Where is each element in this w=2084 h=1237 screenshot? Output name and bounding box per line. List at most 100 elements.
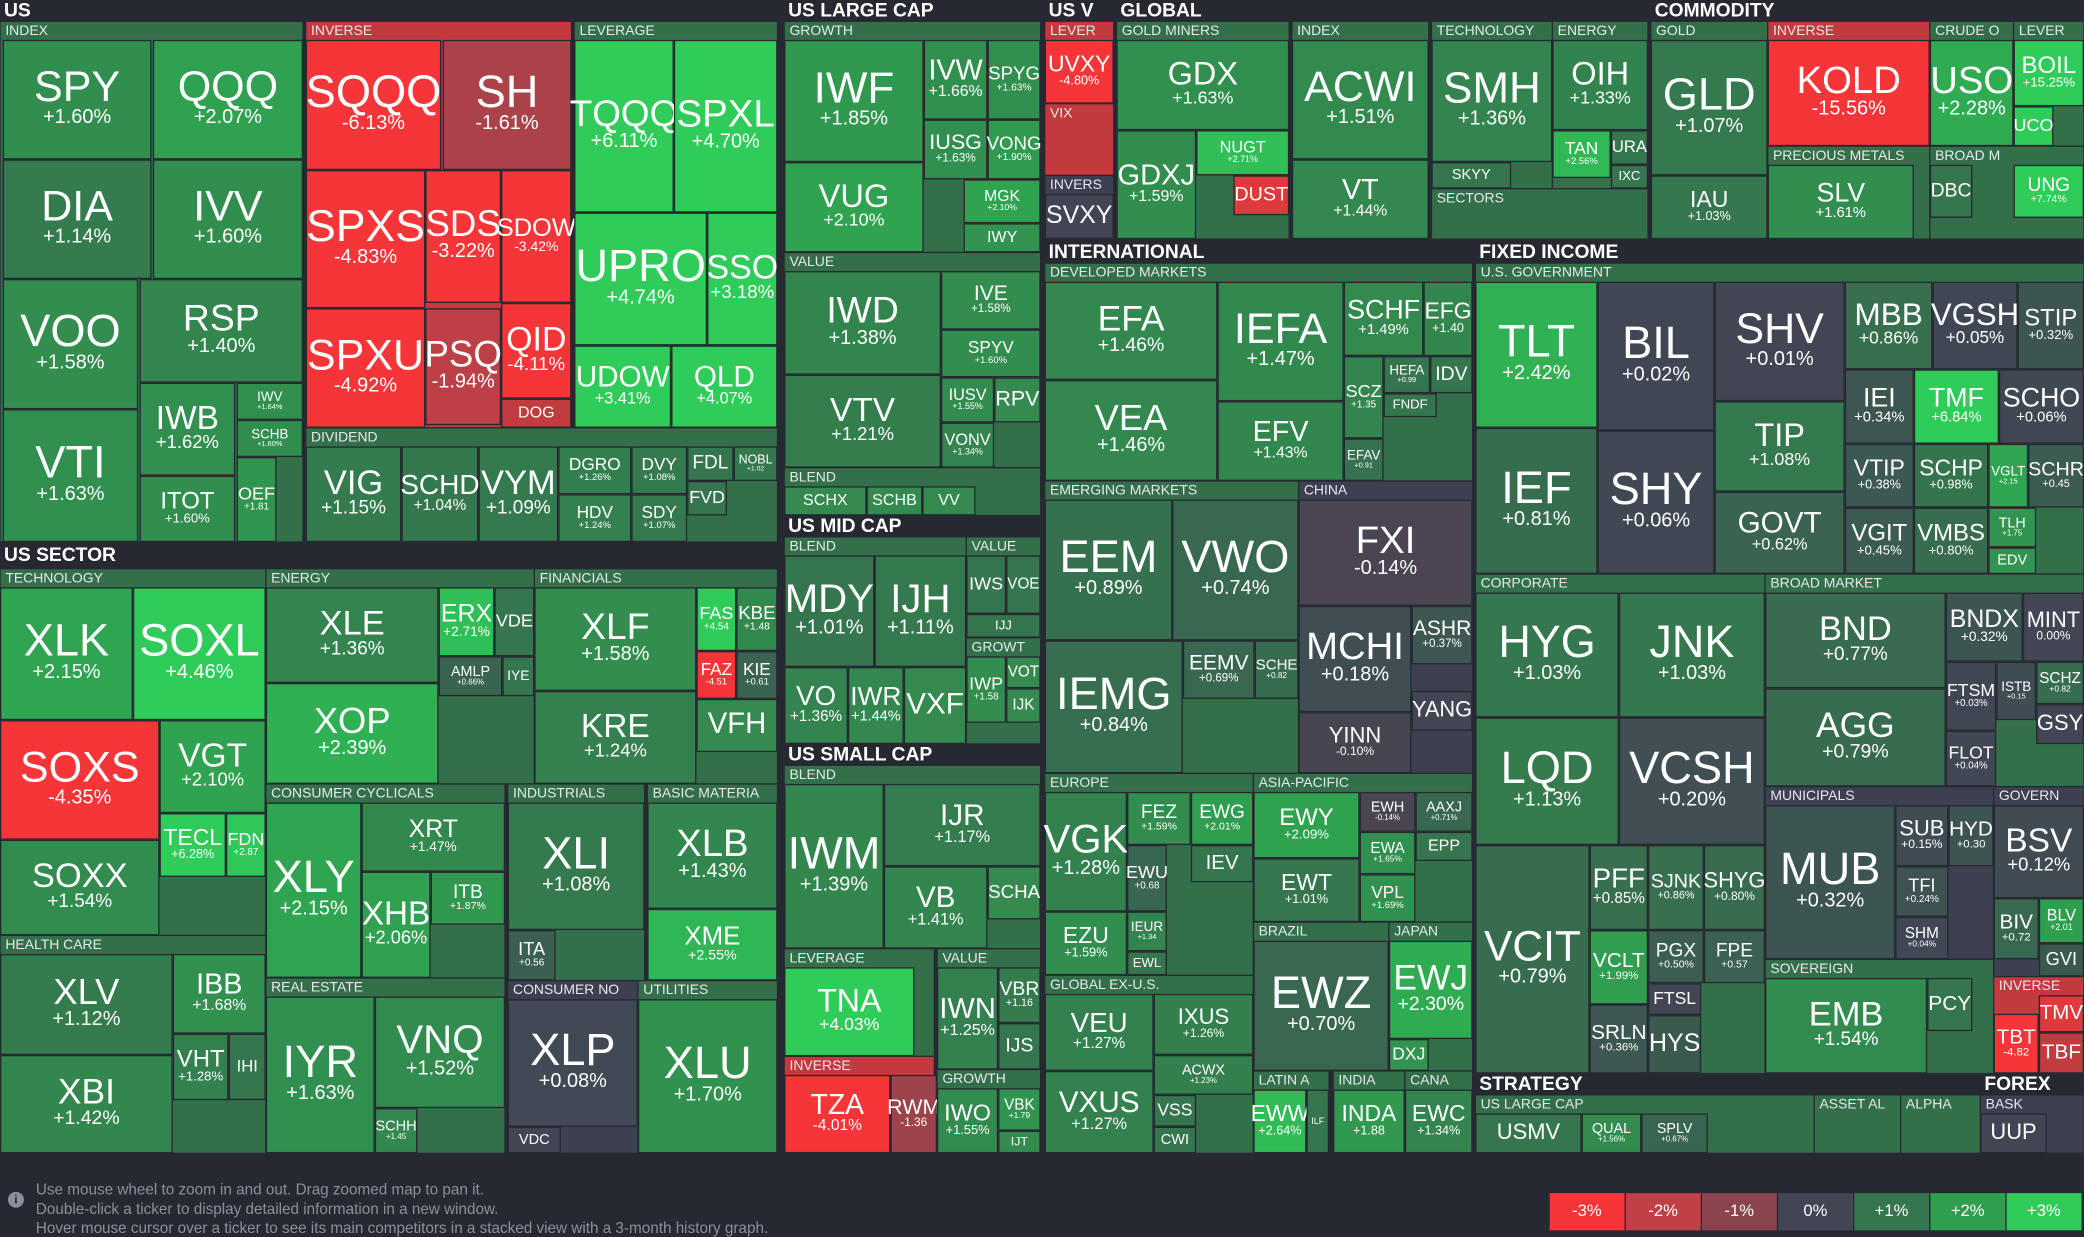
tile[interactable] — [0, 839, 160, 936]
tile[interactable] — [1190, 791, 1254, 846]
tile[interactable] — [265, 802, 362, 978]
tile[interactable] — [438, 587, 495, 657]
tile[interactable] — [1253, 791, 1360, 859]
tile[interactable] — [1895, 805, 1949, 867]
tile[interactable] — [1190, 845, 1254, 883]
tile[interactable] — [1306, 1089, 1330, 1154]
tile[interactable] — [1291, 159, 1429, 240]
tile[interactable] — [2036, 661, 2084, 705]
tile[interactable] — [159, 813, 226, 877]
tile[interactable] — [1044, 993, 1154, 1071]
tile[interactable] — [1298, 712, 1412, 774]
tile[interactable] — [2022, 592, 2084, 662]
tile[interactable] — [558, 494, 632, 543]
tile[interactable] — [1298, 499, 1473, 606]
tile[interactable] — [2013, 106, 2054, 147]
tile[interactable] — [998, 1088, 1041, 1131]
tile[interactable] — [1127, 951, 1167, 976]
tile[interactable] — [228, 1033, 266, 1101]
tile[interactable] — [1844, 443, 1914, 508]
tile[interactable] — [687, 480, 728, 516]
tile[interactable] — [1844, 369, 1914, 444]
tile[interactable] — [1253, 940, 1389, 1071]
tile[interactable] — [361, 871, 431, 978]
tile[interactable] — [507, 802, 645, 931]
tile[interactable] — [305, 39, 442, 171]
tile[interactable] — [1127, 845, 1167, 912]
tile[interactable] — [736, 651, 778, 699]
tile[interactable] — [1703, 845, 1766, 931]
tile[interactable] — [1993, 1013, 2039, 1074]
tile[interactable] — [1116, 130, 1197, 240]
tile[interactable] — [1589, 845, 1649, 931]
tile[interactable] — [265, 682, 439, 784]
tile[interactable] — [963, 223, 1041, 253]
tile[interactable] — [1153, 1094, 1197, 1127]
tile[interactable] — [1127, 791, 1191, 846]
tile[interactable] — [2036, 704, 2084, 745]
tile[interactable] — [1431, 162, 1512, 189]
tile[interactable] — [501, 302, 572, 399]
tile[interactable] — [784, 39, 924, 163]
tile[interactable] — [1233, 175, 1290, 216]
tile[interactable] — [1044, 640, 1183, 774]
tile[interactable] — [1044, 1070, 1154, 1154]
tile[interactable] — [1703, 930, 1766, 984]
tile[interactable] — [152, 159, 304, 280]
tile[interactable] — [1765, 592, 1946, 689]
tile[interactable] — [1648, 1015, 1702, 1074]
tile[interactable] — [1153, 1126, 1197, 1154]
tile[interactable] — [1006, 656, 1041, 689]
tile[interactable] — [1993, 898, 2039, 960]
tile[interactable] — [1895, 916, 1949, 960]
tile[interactable] — [1298, 605, 1412, 713]
tile[interactable] — [784, 555, 875, 667]
tile[interactable] — [966, 613, 1041, 638]
tile[interactable] — [438, 656, 503, 697]
tile[interactable] — [139, 475, 236, 543]
tile[interactable] — [305, 446, 402, 543]
tile[interactable] — [1597, 430, 1715, 574]
tile[interactable] — [1475, 427, 1598, 574]
tile[interactable] — [236, 457, 277, 543]
tile[interactable] — [987, 866, 1041, 920]
tile[interactable] — [1044, 193, 1114, 240]
tile[interactable] — [784, 967, 915, 1057]
tile[interactable] — [1998, 369, 2084, 444]
tile[interactable] — [132, 587, 266, 721]
tile[interactable] — [1648, 845, 1704, 931]
tile[interactable] — [874, 555, 967, 667]
tile[interactable] — [172, 953, 266, 1034]
tile[interactable] — [265, 587, 439, 683]
tile[interactable] — [1415, 831, 1473, 861]
tile[interactable] — [442, 39, 572, 171]
tile[interactable] — [502, 656, 535, 697]
tile[interactable] — [923, 119, 988, 180]
tile[interactable] — [671, 345, 778, 428]
tile[interactable] — [1475, 592, 1619, 718]
tile[interactable] — [478, 446, 559, 543]
tile[interactable] — [1254, 640, 1299, 699]
tile[interactable] — [1589, 930, 1649, 1005]
tile[interactable] — [2038, 898, 2084, 944]
tile[interactable] — [784, 666, 848, 745]
tile[interactable] — [558, 446, 632, 495]
tile[interactable] — [501, 398, 572, 428]
tile[interactable] — [631, 446, 688, 495]
tile[interactable] — [923, 39, 988, 120]
tile[interactable] — [1343, 438, 1384, 481]
tile[interactable] — [707, 212, 778, 346]
tile[interactable] — [374, 996, 506, 1109]
tile[interactable] — [1996, 661, 2037, 721]
tile[interactable] — [1253, 858, 1360, 923]
tile[interactable] — [1006, 555, 1041, 614]
tile[interactable] — [784, 486, 867, 516]
tile[interactable] — [501, 170, 572, 303]
tile[interactable] — [1988, 507, 2037, 548]
tile[interactable] — [534, 587, 697, 691]
tile[interactable] — [1945, 730, 1997, 787]
tile[interactable] — [534, 690, 697, 784]
tile[interactable] — [0, 953, 173, 1055]
tile[interactable] — [1411, 690, 1473, 731]
tile[interactable] — [2, 409, 139, 543]
